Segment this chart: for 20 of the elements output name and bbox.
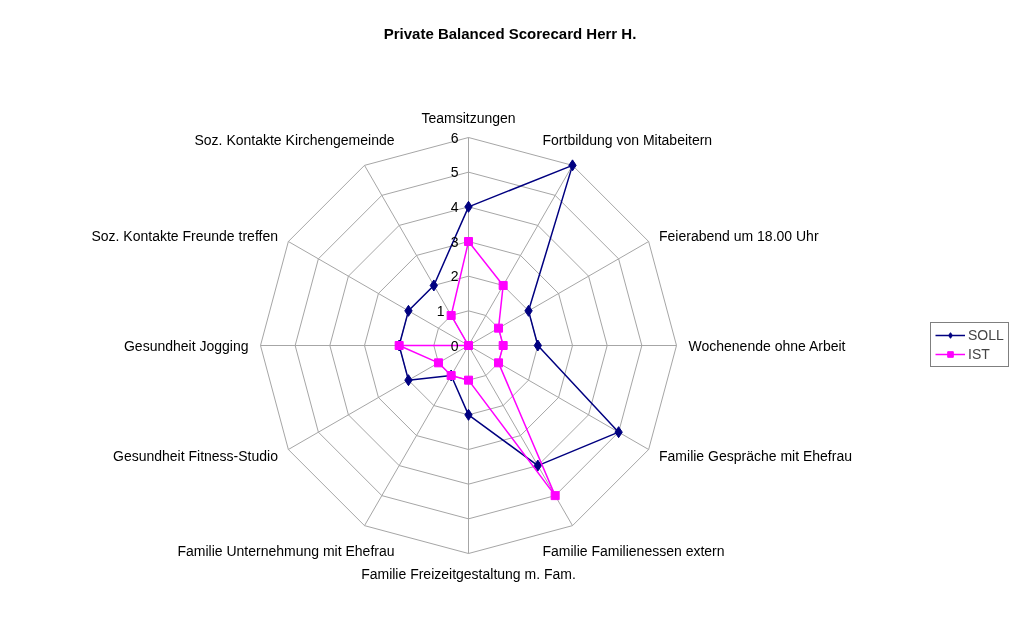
spoke-label: Familie Gespräche mit Ehefrau — [659, 447, 852, 464]
spoke-label: Feierabend um 18.00 Uhr — [659, 227, 819, 244]
y-tick-label: 1 — [436, 302, 445, 319]
chart-title: Private Balanced Scorecard Herr H. — [383, 25, 637, 42]
y-tick-label: 4 — [450, 198, 459, 215]
y-tick-label: 6 — [450, 129, 459, 146]
spoke-label: Fortbildung von Mitabeitern — [542, 132, 713, 149]
spoke-label: Wochenende ohne Arbeit — [688, 337, 846, 354]
spoke-label: Soz. Kontakte Kirchengemeinde — [194, 132, 395, 149]
spoke-label: Gesundheit Jogging — [123, 337, 249, 354]
spoke-label: Familie Unternehmung mit Ehefrau — [177, 542, 395, 559]
spoke-label: Teamsitzungen — [421, 109, 516, 126]
legend-label: SOLL — [968, 327, 1004, 343]
spoke-label: Familie Familienessen extern — [542, 542, 725, 559]
spoke-label: Soz. Kontakte Freunde treffen — [91, 227, 278, 244]
legend-label: IST — [968, 346, 990, 362]
y-tick-label: 2 — [450, 268, 459, 285]
spoke-label: Gesundheit Fitness-Studio — [113, 447, 279, 464]
y-tick-label: 5 — [450, 164, 459, 181]
spoke-label: Familie Freizeitgestaltung m. Fam. — [361, 565, 576, 582]
